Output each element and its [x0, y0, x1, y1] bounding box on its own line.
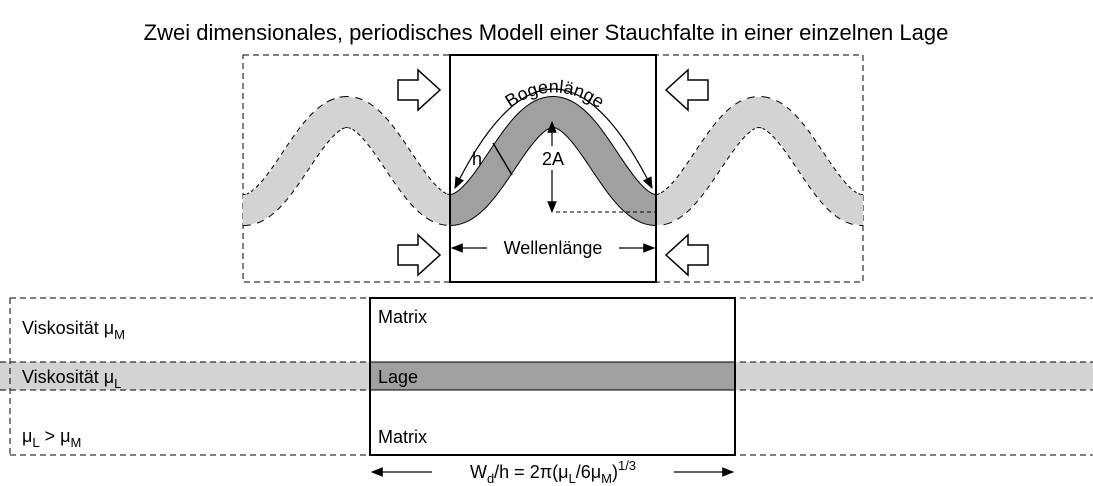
matrix-label: Matrix [378, 307, 427, 327]
wavelength-bg [487, 236, 619, 260]
amplitude-bg [534, 146, 572, 170]
layer-viscosity: Viskosität μL [22, 367, 121, 391]
matrix-viscosity: Viskosität μM [22, 318, 125, 342]
amplitude-label: 2A [542, 149, 564, 169]
wavelength-label: Wellenlänge [504, 238, 603, 258]
thickness-line [492, 142, 513, 176]
formula-bg [432, 458, 674, 486]
matrix-label: Matrix [378, 427, 427, 447]
viscosity-condition: μL > μM [22, 426, 81, 450]
layer-in-box [370, 362, 735, 390]
layer-box [369, 297, 736, 456]
compression-arrows [397, 68, 709, 277]
title: Zwei dimensionales, periodisches Modell … [144, 20, 949, 45]
wave-band [450, 96, 656, 225]
fold-wave [243, 95, 863, 226]
layer-label: Lage [378, 367, 418, 387]
model-box [449, 54, 657, 283]
thickness-label: h [472, 149, 482, 169]
formula: Wd/h = 2π(μL/6μM)1/3 [470, 458, 636, 486]
arc-length-arrow [454, 88, 653, 190]
